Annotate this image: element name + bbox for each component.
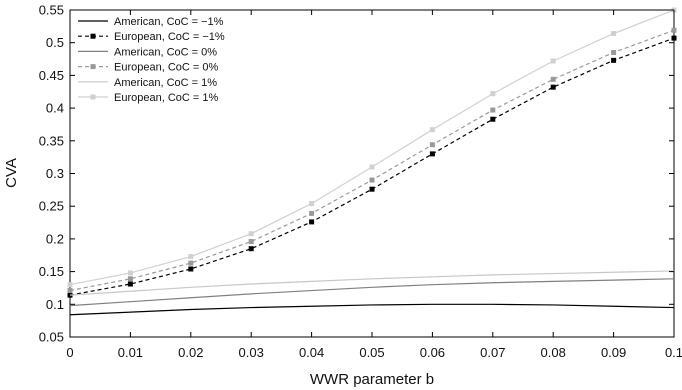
data-point-marker [429, 127, 435, 133]
data-point-marker [550, 76, 556, 82]
y-tick-label: 0.15 [39, 264, 64, 279]
data-point-marker [188, 260, 194, 266]
legend-label: European, CoC = −1% [114, 31, 225, 43]
x-tick-label: 0.02 [178, 345, 203, 360]
series-line [69, 278, 675, 307]
data-point-marker [188, 266, 194, 272]
data-point-marker [248, 231, 254, 237]
series-layer [67, 7, 677, 316]
data-point-marker [309, 201, 315, 207]
data-point-marker [490, 107, 496, 113]
legend-label: American, CoC = 1% [114, 77, 217, 89]
data-point-marker [611, 31, 617, 37]
x-tick-label: 0.03 [239, 345, 264, 360]
x-tick-label: 0 [66, 345, 73, 360]
data-point-marker [67, 282, 73, 288]
y-tick-label: 0.35 [39, 133, 64, 148]
data-point-marker [429, 142, 435, 148]
legend-label: American, CoC = −1% [114, 16, 224, 28]
y-tick-label: 0.05 [39, 330, 64, 345]
data-point-marker [429, 151, 435, 157]
y-tick-label: 0.2 [46, 231, 64, 246]
data-point-marker [67, 288, 73, 294]
data-point-marker [248, 246, 254, 252]
y-tick-label: 0.25 [39, 199, 64, 214]
series-group [67, 27, 677, 294]
x-tick-label: 0.05 [359, 345, 384, 360]
legend-marker-sample [90, 33, 96, 39]
x-tick-label: 0.06 [420, 345, 445, 360]
series-line [69, 303, 675, 316]
legend-label: European, CoC = 1% [114, 92, 218, 104]
x-tick-label: 0.08 [541, 345, 566, 360]
series-group [69, 278, 675, 307]
legend-marker-sample [90, 94, 96, 100]
y-tick-label: 0.4 [46, 101, 64, 116]
x-tick-label: 0.01 [118, 345, 143, 360]
legend-marker-sample [90, 64, 96, 70]
plot-area-frame [69, 9, 675, 338]
x-tick-label: 0.07 [480, 345, 505, 360]
data-point-marker [671, 27, 677, 33]
data-point-marker [369, 177, 375, 183]
data-point-marker [248, 239, 254, 245]
series-group [69, 270, 675, 296]
y-tick-label: 0.45 [39, 68, 64, 83]
data-point-marker [490, 91, 496, 97]
y-tick-label: 0.55 [39, 3, 64, 18]
data-point-marker [67, 292, 73, 298]
series-line [69, 270, 675, 296]
series-group [67, 7, 677, 288]
x-tick-label: 0.04 [299, 345, 324, 360]
x-axis-title: WWR parameter b [310, 371, 434, 388]
data-point-marker [490, 116, 496, 122]
data-point-marker [369, 186, 375, 192]
y-tick-label: 0.5 [46, 35, 64, 50]
legend-label: European, CoC = 0% [114, 62, 218, 74]
y-tick-label: 0.1 [46, 297, 64, 312]
data-point-marker [611, 50, 617, 56]
data-point-marker [611, 57, 617, 63]
legend: American, CoC = −1% European, CoC = −1% Am… [78, 16, 225, 104]
data-point-marker [309, 210, 315, 216]
x-tick-label: 0.1 [665, 345, 682, 360]
data-point-marker [127, 276, 133, 282]
data-point-marker [550, 58, 556, 64]
y-axis-title: CVA [3, 158, 20, 188]
data-point-marker [188, 254, 194, 260]
data-point-marker [309, 219, 315, 225]
data-point-marker [127, 270, 133, 276]
y-tick-label: 0.3 [46, 166, 64, 181]
series-group [69, 303, 675, 316]
data-point-marker [369, 164, 375, 170]
x-tick-label: 0.09 [601, 345, 626, 360]
data-point-marker [671, 35, 677, 41]
data-point-marker [550, 84, 556, 90]
series-group [67, 35, 677, 298]
ticks-layer: 0 0.01 0.02 0.03 0.04 0.05 0.06 0.07 0.08 0.09 0.1… [39, 3, 682, 361]
data-point-marker [127, 281, 133, 287]
legend-label: American, CoC = 0% [114, 46, 217, 58]
